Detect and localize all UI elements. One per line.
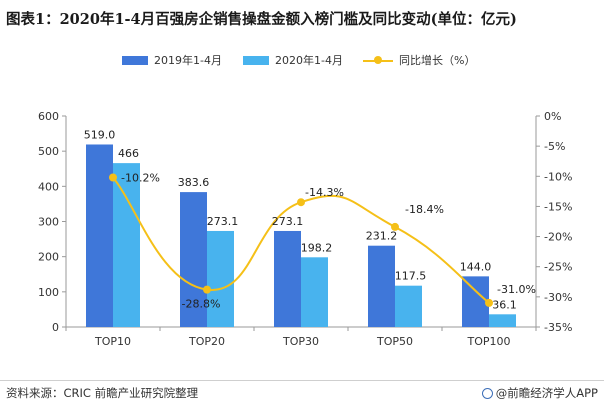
legend-swatch-line — [363, 55, 393, 65]
bar-series-1 — [86, 144, 113, 327]
x-tick-label: TOP100 — [466, 335, 510, 348]
y2-tick-label: -35% — [544, 321, 572, 334]
data-label-series-2: 466 — [118, 147, 139, 160]
line-point — [485, 298, 493, 307]
bar-series-1 — [180, 192, 207, 327]
legend-item-series-2: 2020年1-4月 — [243, 50, 343, 70]
y2-tick-label: -30% — [544, 291, 572, 304]
data-label-series-2: 273.1 — [207, 215, 239, 228]
data-label-line: -18.4% — [405, 203, 444, 216]
bar-series-1 — [274, 230, 301, 327]
bar-series-1 — [462, 276, 489, 327]
y-tick-label: 600 — [38, 110, 59, 123]
line-growth — [112, 176, 490, 304]
line-point — [109, 173, 117, 182]
y-tick-label: 0 — [52, 321, 59, 334]
data-label-series-1: 383.6 — [178, 176, 210, 189]
y-tick-label: 500 — [38, 145, 59, 158]
legend-item-line: 同比增长（%） — [363, 50, 475, 70]
y-tick-label: 200 — [38, 251, 59, 264]
data-label-series-1: 273.1 — [272, 215, 304, 228]
data-label-series-2: 36.1 — [492, 298, 517, 311]
x-tick-label: TOP20 — [188, 335, 225, 348]
legend-item-series-1: 2019年1-4月 — [122, 50, 222, 70]
y-tick-label: 400 — [38, 180, 59, 193]
data-label-line: -14.3% — [305, 186, 344, 199]
data-label-series-2: 198.2 — [301, 241, 333, 254]
legend-label-series-1: 2019年1-4月 — [154, 54, 222, 67]
y2-tick-label: -20% — [544, 231, 572, 244]
legend-swatch-series-2 — [243, 55, 269, 65]
y2-tick-label: -5% — [544, 140, 565, 153]
data-label-series-1: 231.2 — [366, 230, 398, 243]
data-label-series-1: 519.0 — [84, 128, 116, 141]
brand-label: @前瞻经济学人APP — [495, 386, 598, 400]
footer-divider — [0, 380, 604, 381]
bar-series-2 — [113, 163, 140, 327]
data-label-series-1: 144.0 — [460, 260, 492, 273]
data-label-line: -28.8% — [182, 298, 221, 311]
y2-tick-label: -15% — [544, 200, 572, 213]
bar-series-2 — [395, 285, 422, 327]
line-point — [297, 198, 305, 207]
bar-series-2 — [301, 257, 328, 327]
x-tick-label: TOP30 — [282, 335, 319, 348]
y2-tick-label: 0% — [544, 110, 561, 123]
y2-tick-label: -10% — [544, 170, 572, 183]
y2-tick-label: -25% — [544, 261, 572, 274]
line-point — [203, 285, 211, 294]
data-label-line: -10.2% — [121, 171, 160, 184]
brand-icon — [481, 387, 493, 399]
bar-series-2 — [207, 230, 234, 327]
source-note: 资料来源：CRIC 前瞻产业研究院整理 — [6, 386, 199, 400]
chart-legend: 2019年1-4月 2020年1-4月 同比增长（%） — [0, 50, 604, 70]
y-tick-label: 100 — [38, 286, 59, 299]
line-point — [391, 222, 399, 231]
chart-title: 图表1：2020年1-4月百强房企销售操盘金额入榜门槛及同比变动(单位：亿元) — [6, 11, 517, 28]
y-tick-label: 300 — [38, 216, 59, 229]
legend-label-line: 同比增长（%） — [399, 54, 476, 67]
legend-label-series-2: 2020年1-4月 — [275, 54, 343, 67]
data-label-line: -31.0% — [497, 283, 536, 296]
bar-series-2 — [489, 314, 516, 327]
data-label-series-2: 117.5 — [395, 270, 427, 283]
bar-series-1 — [368, 245, 395, 327]
x-tick-label: TOP10 — [94, 335, 131, 348]
brand-credit: @前瞻经济学人APP — [481, 385, 598, 401]
x-tick-label: TOP50 — [376, 335, 413, 348]
legend-swatch-series-1 — [122, 55, 148, 65]
